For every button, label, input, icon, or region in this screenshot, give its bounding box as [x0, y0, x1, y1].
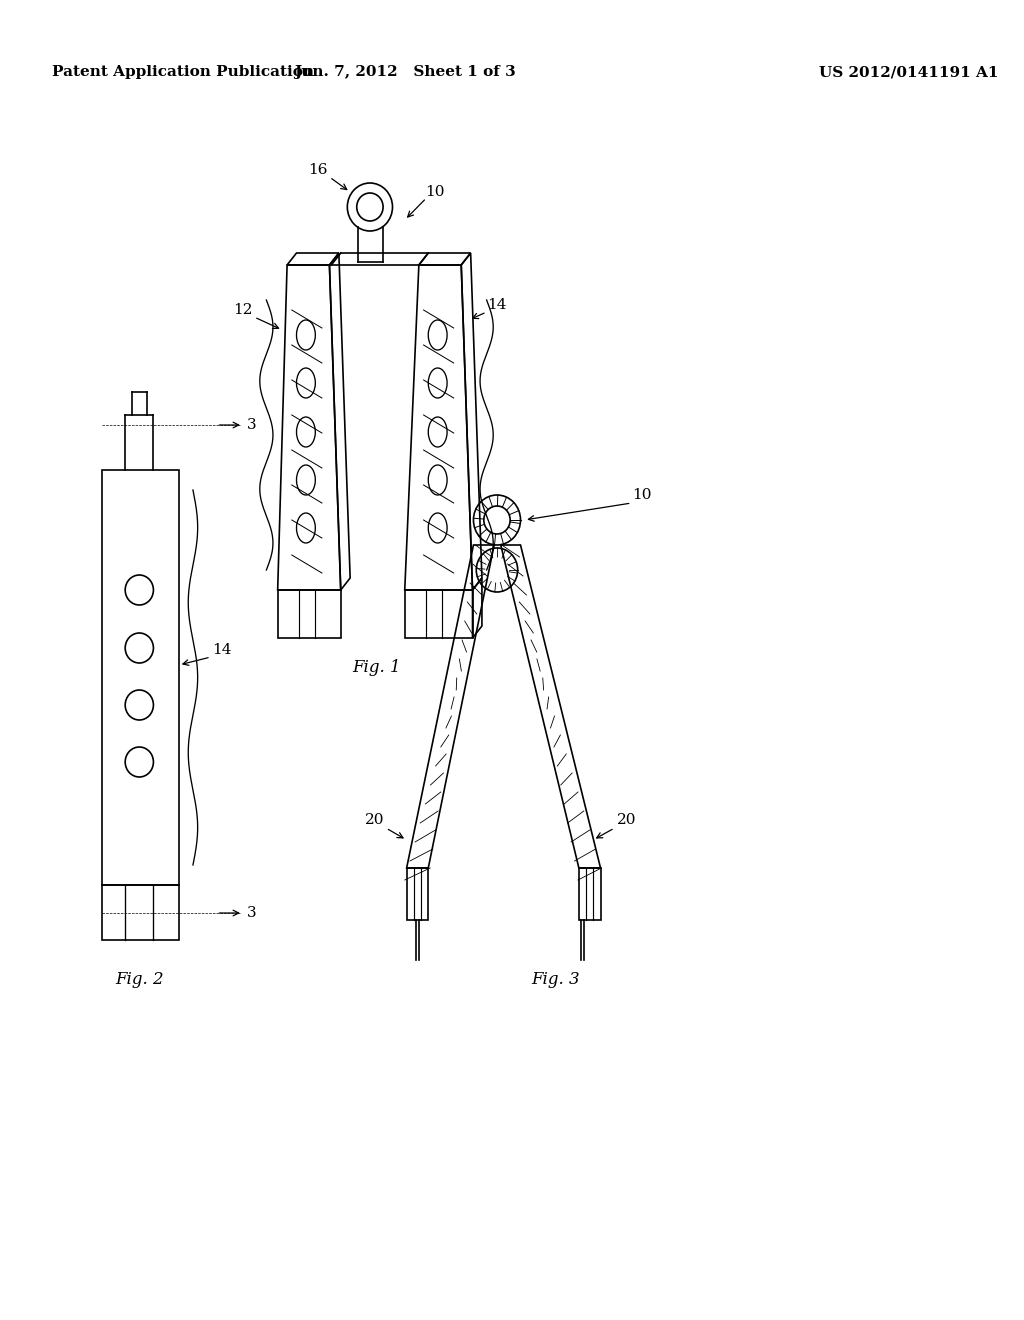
Text: 12: 12 [232, 304, 252, 317]
Text: 14: 14 [487, 298, 507, 312]
Text: 3: 3 [247, 906, 256, 920]
Text: 14: 14 [212, 643, 231, 657]
Text: Fig. 1: Fig. 1 [352, 660, 400, 676]
Text: 10: 10 [425, 185, 445, 199]
Text: Fig. 3: Fig. 3 [531, 972, 580, 989]
Text: 20: 20 [616, 813, 636, 828]
Text: 10: 10 [633, 488, 652, 502]
Text: Jun. 7, 2012   Sheet 1 of 3: Jun. 7, 2012 Sheet 1 of 3 [294, 65, 516, 79]
Text: Patent Application Publication: Patent Application Publication [52, 65, 313, 79]
Text: 3: 3 [247, 418, 256, 432]
Text: US 2012/0141191 A1: US 2012/0141191 A1 [819, 65, 998, 79]
Text: Fig. 2: Fig. 2 [115, 972, 164, 989]
Text: 16: 16 [308, 162, 328, 177]
Text: 20: 20 [365, 813, 384, 828]
